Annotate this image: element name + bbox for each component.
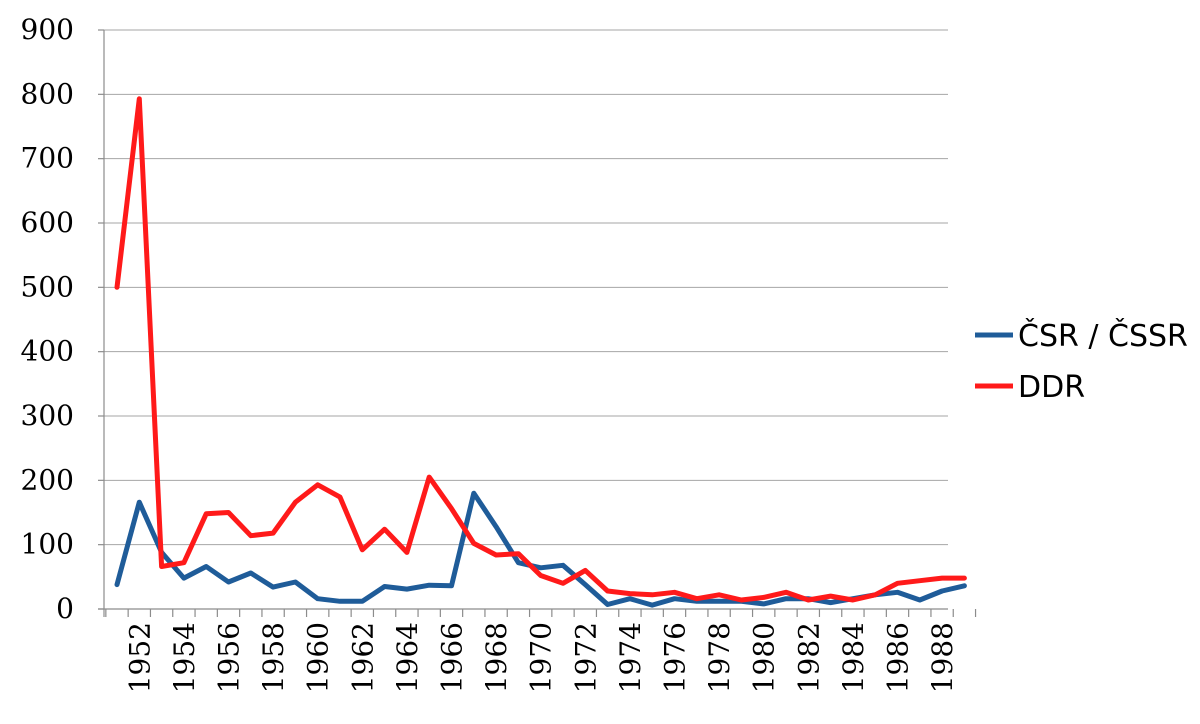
legend: ČSR / ČSSR DDR <box>975 317 1188 405</box>
x-tick-label: 1958 <box>257 622 290 693</box>
y-tick-label: 800 <box>21 77 74 110</box>
x-tick-label: 1952 <box>123 622 156 693</box>
y-tick-label: 500 <box>21 270 74 303</box>
y-tick-label: 200 <box>21 463 74 496</box>
y-tick-label: 700 <box>21 142 74 175</box>
x-tick-label: 1986 <box>882 622 915 693</box>
x-tick-label: 1954 <box>168 622 201 693</box>
x-tick-label: 1982 <box>792 622 825 693</box>
y-tick-label: 300 <box>21 399 74 432</box>
x-tick-label: 1980 <box>748 622 781 693</box>
x-axis-tick-labels: 1952 1954 1956 1958 1960 1962 1964 1966 1968 1970… <box>123 622 959 693</box>
x-tick-label: 1964 <box>391 622 424 693</box>
x-tick-label: 1974 <box>614 622 647 693</box>
y-tick-label: 100 <box>21 528 74 561</box>
series-line-0 <box>114 490 967 608</box>
x-tick-label: 1976 <box>659 622 692 693</box>
x-tick-label: 1966 <box>436 622 469 693</box>
x-tick-label: 1960 <box>302 622 335 693</box>
series-line-1 <box>114 96 967 603</box>
x-tick-label: 1988 <box>926 622 959 693</box>
x-tick-label: 1962 <box>346 622 379 693</box>
y-axis-tick-labels: 0 100 200 300 400 500 600 700 800 900 <box>21 13 74 625</box>
axes <box>98 29 977 617</box>
x-tick-label: 1972 <box>569 622 602 693</box>
legend-label: ČSR / ČSSR <box>1018 317 1188 354</box>
x-tick-label: 1984 <box>837 622 870 693</box>
series-lines <box>114 96 967 608</box>
y-tick-label: 0 <box>56 592 74 625</box>
legend-label: DDR <box>1018 370 1085 405</box>
gridlines <box>104 29 948 546</box>
x-tick-label: 1956 <box>213 622 246 693</box>
x-tick-label: 1968 <box>480 622 513 693</box>
y-tick-label: 400 <box>21 335 74 368</box>
x-tick-label: 1970 <box>525 622 558 693</box>
y-tick-label: 900 <box>21 13 74 46</box>
y-tick-label: 600 <box>21 206 74 239</box>
x-tick-label: 1978 <box>703 622 736 693</box>
